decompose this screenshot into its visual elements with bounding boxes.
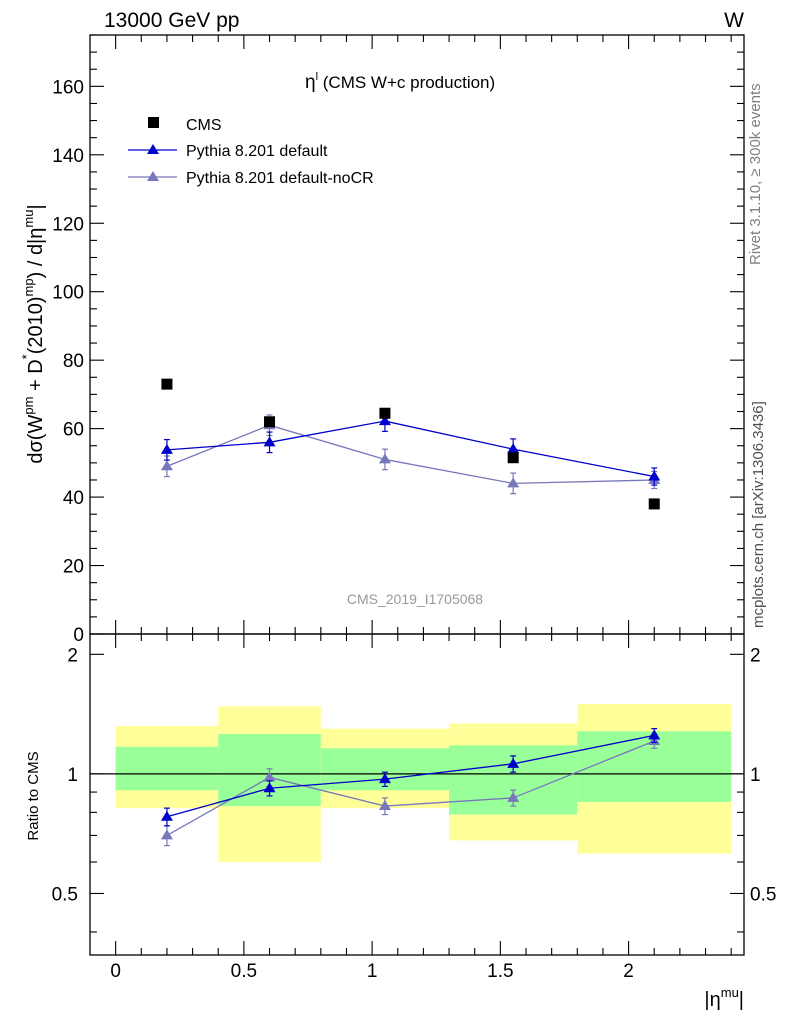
default-point <box>160 443 173 454</box>
header-energy-label: 13000 GeV pp <box>104 9 239 32</box>
ratio-y-axis-title: Ratio to CMS <box>25 751 42 840</box>
x-tick-label: 1.5 <box>487 961 513 982</box>
ratio-plot-border <box>89 633 745 956</box>
analysis-watermark: CMS_2019_I1705068 <box>347 591 483 607</box>
cms-data-point <box>379 407 391 419</box>
main-y-tick-label: 40 <box>63 488 84 509</box>
ratio-default-point <box>160 810 173 821</box>
legend-label-nocr: Pythia 8.201 default-noCR <box>186 170 374 187</box>
main-plot-frame: 0 20 40 60 80 100 120 140 160 <box>52 34 745 646</box>
ratio-y-tick-label: 0.5 <box>52 884 78 905</box>
ratio-plot-series <box>160 728 661 847</box>
legend: CMS Pythia 8.201 default Pythia 8.201 de… <box>128 117 374 187</box>
nocr-point <box>378 453 391 464</box>
main-y-tick-label: 0 <box>73 625 84 646</box>
header-process-label: W <box>724 9 744 32</box>
legend-label-default: Pythia 8.201 default <box>186 143 328 160</box>
cms-data-point <box>507 452 519 464</box>
legend-marker-nocr <box>147 171 159 181</box>
main-y-axis-title: dσ(Wpm + D*(2010)mp) / d|ηmu| <box>19 204 47 463</box>
x-tick-label: 2 <box>623 961 634 982</box>
ratio-default-point <box>378 773 391 784</box>
ratio-plot-frame: 0 0.5 1 1.5 2 0.5 0.5 1 1 2 2 <box>52 633 776 982</box>
ratio-y-tick-label-right: 0.5 <box>750 884 776 905</box>
ratio-nocr-point <box>507 791 520 802</box>
cms-data-point <box>648 498 660 510</box>
legend-marker-cms <box>148 117 159 128</box>
main-y-tick-label: 20 <box>63 557 84 578</box>
default-point <box>263 436 276 447</box>
ratio-default-point <box>507 757 520 768</box>
main-y-tick-label: 60 <box>63 420 84 441</box>
nocr-point <box>160 460 173 471</box>
ratio-y-tick-label-right: 2 <box>750 645 761 666</box>
default-point <box>507 443 520 454</box>
x-tick-label: 0 <box>110 961 121 982</box>
ratio-default-point <box>648 729 661 740</box>
plot-title-text: (CMS W+c production) <box>318 73 495 92</box>
ratio-plot-bands <box>90 703 744 863</box>
rivet-version-label: Rivet 3.1.10, ≥ 300k events <box>747 83 764 265</box>
main-y-tick-label: 140 <box>52 146 84 167</box>
default-point <box>378 415 391 426</box>
default-point <box>648 470 661 481</box>
main-plot-series <box>160 378 661 510</box>
main-y-tick-label: 120 <box>52 214 84 235</box>
ratio-default-point <box>263 782 276 793</box>
main-y-tick-label: 100 <box>52 283 84 304</box>
cms-data-point <box>161 378 173 390</box>
legend-marker-default <box>147 144 159 154</box>
default-line <box>166 420 655 478</box>
legend-label-cms: CMS <box>186 117 222 134</box>
main-y-tick-label: 160 <box>52 77 84 98</box>
nocr-point <box>507 477 520 488</box>
plot-title-eta: η <box>305 72 316 93</box>
main-y-tick-label: 80 <box>63 351 84 372</box>
ratio-band-green <box>115 746 219 791</box>
ratio-y-tick-label: 2 <box>67 645 78 666</box>
x-tick-label: 1 <box>367 961 378 982</box>
mcplots-reference-label: mcplots.cern.ch [arXiv:1306.3436] <box>750 401 767 628</box>
ratio-y-tick-label: 1 <box>67 765 78 786</box>
ratio-nocr-point <box>378 800 391 811</box>
x-tick-label: 0.5 <box>231 961 257 982</box>
ratio-y-tick-label-right: 1 <box>750 765 761 786</box>
ratio-nocr-point <box>263 771 276 782</box>
nocr-line <box>166 424 655 485</box>
plot-title-superscript: l <box>316 71 318 83</box>
cms-data-point <box>264 416 276 428</box>
plot-title: ηl (CMS W+c production) <box>305 71 495 93</box>
x-axis-title: |ηmu| <box>704 985 744 1011</box>
ratio-nocr-point <box>160 829 173 840</box>
